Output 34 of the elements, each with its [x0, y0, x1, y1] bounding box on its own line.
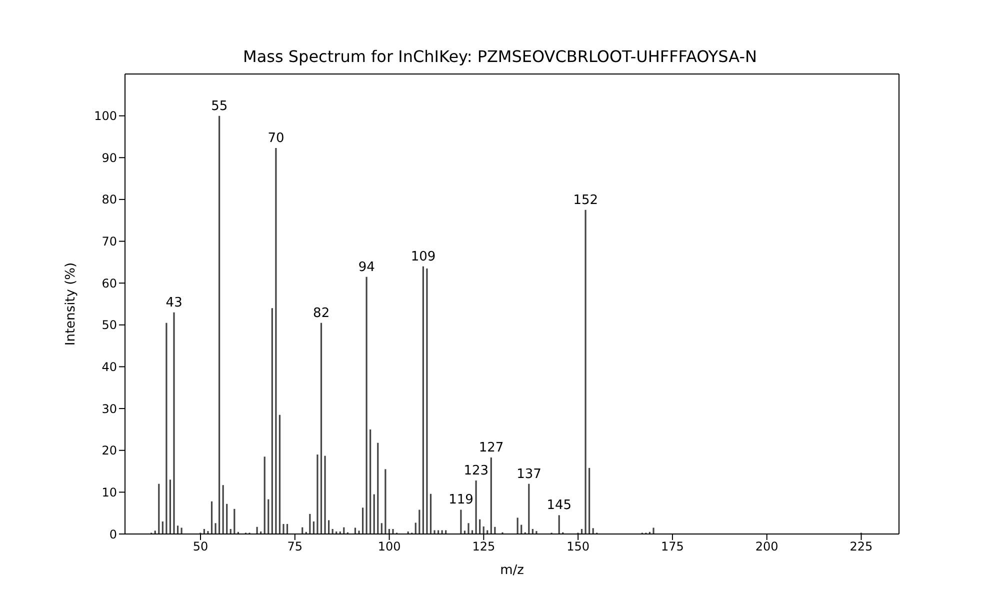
annotation: 109 [410, 249, 436, 264]
y-tick-label: 90 [102, 150, 117, 165]
annotation: 55 [211, 98, 228, 114]
annotation: 127 [478, 440, 504, 456]
y-tick-label: 50 [102, 318, 117, 332]
annotation: 123 [464, 463, 489, 478]
y-tick-label: 60 [102, 276, 117, 290]
chart-title: Mass Spectrum for InChIKey: PZMSEOVCBRLOOT-UHFFFAOYSA-N [242, 47, 758, 66]
y-tick-label: 0 [109, 527, 117, 542]
annotation: 94 [358, 260, 375, 275]
x-tick-label: 100 [378, 540, 401, 554]
x-tick-label: 200 [755, 540, 778, 554]
y-tick-label: 80 [102, 192, 117, 207]
y-tick-label: 10 [102, 485, 117, 500]
x-tick-label: 75 [287, 540, 303, 554]
x-tick-label: 175 [661, 540, 684, 554]
y-axis-title: Intensity (%) [64, 262, 79, 346]
annotation: 43 [166, 295, 182, 310]
annotation: 70 [268, 131, 284, 146]
annotation: 82 [313, 306, 330, 321]
y-tick-label: 20 [102, 444, 117, 458]
x-tick-label: 225 [850, 540, 873, 554]
y-tick-label: 40 [102, 360, 117, 374]
x-tick-label: 150 [566, 540, 590, 554]
x-tick-label: 50 [192, 540, 208, 554]
x-tick-label: 125 [472, 540, 496, 554]
annotation: 145 [546, 498, 572, 514]
annotation: 137 [516, 466, 542, 482]
y-tick-label: 70 [102, 234, 117, 249]
y-tick-label: 100 [94, 109, 117, 124]
y-tick-label: 30 [102, 402, 117, 416]
annotation: 119 [448, 492, 474, 508]
annotation: 152 [573, 192, 598, 208]
x-axis-title: m/z [500, 563, 524, 578]
